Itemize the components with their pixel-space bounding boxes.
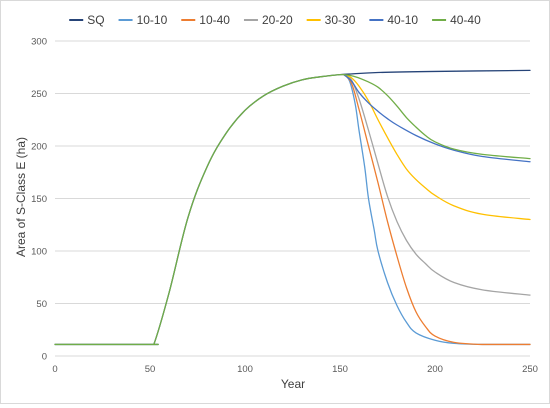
y-tick-label: 300 [31,37,47,48]
legend-item-40-10: 40-10 [369,13,418,27]
y-tick-label: 100 [31,247,47,258]
series-line-20-20 [343,73,531,296]
y-tick-label: 50 [36,299,47,310]
series-lines [54,69,531,346]
legend-item-40-40: 40-40 [432,13,481,27]
series-line-30-30 [343,73,531,221]
legend-label: 20-20 [262,13,293,27]
legend-label: 10-10 [137,13,168,27]
x-axis-title: Year [281,377,305,391]
y-tick-label: 0 [42,352,47,363]
legend-item-10-10: 10-10 [118,13,168,27]
legend-label: SQ [87,13,104,27]
axes: 0 50 100 150 200 250 300 0 50 100 150 200 250 [31,37,538,376]
legend-label: 40-40 [450,13,481,27]
legend-label: 30-30 [325,13,356,27]
series-line-40-10 [343,73,531,163]
legend-label: 10-40 [199,13,230,27]
legend-item-10-40: 10-40 [181,13,230,27]
y-tick-label: 200 [31,142,47,153]
x-tick-label: 50 [145,364,156,375]
series-line-40-40 [54,73,531,346]
x-tick-label: 150 [332,364,348,375]
x-tick-label: 250 [522,364,538,375]
y-tick-label: 250 [31,89,47,100]
x-tick-label: 0 [52,364,57,375]
x-tick-label: 200 [427,364,443,375]
series-line-10-40 [343,73,531,346]
legend-item-sq: SQ [69,13,105,27]
legend-label: 40-10 [387,13,418,27]
y-tick-label: 150 [31,194,47,205]
legend-item-30-30: 30-30 [306,13,356,27]
gridlines [55,40,530,357]
y-axis-title: Area of S-Class E (ha) [14,137,28,257]
legend: SQ 10-10 10-40 20-20 30-30 40-10 40-40 [69,13,481,27]
x-tick-label: 100 [237,364,253,375]
legend-item-20-20: 20-20 [243,13,293,27]
series-line-10-10 [343,73,531,346]
